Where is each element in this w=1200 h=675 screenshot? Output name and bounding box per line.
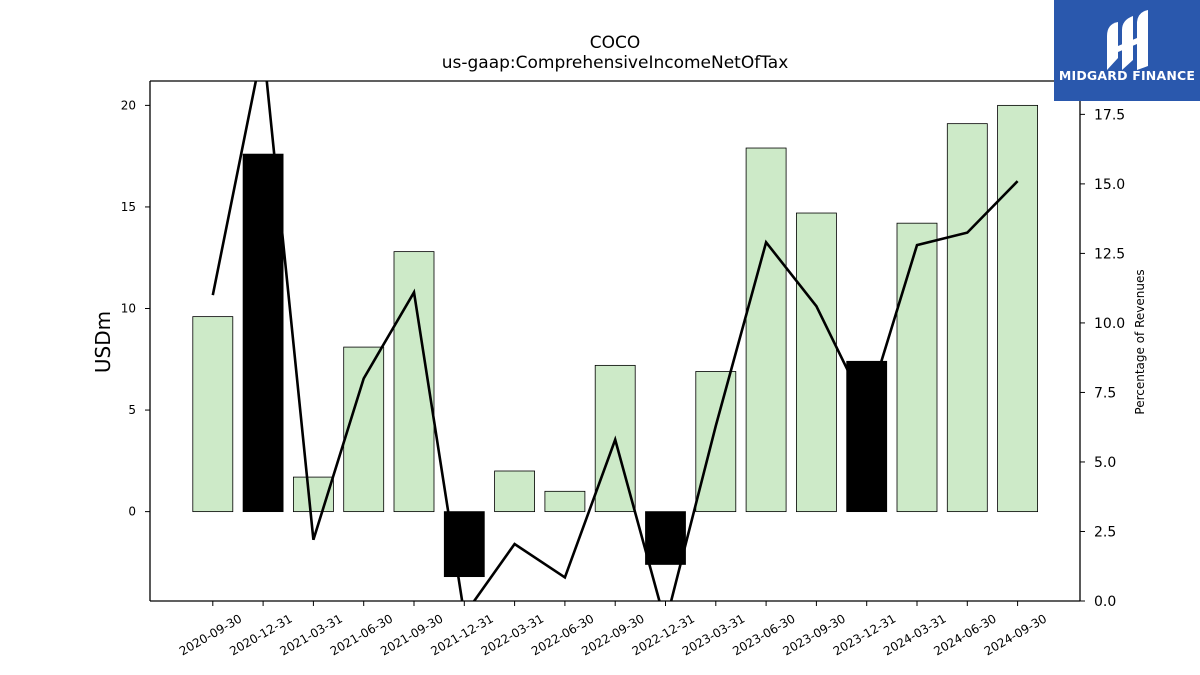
bar-2024-03-31 <box>896 222 938 513</box>
line-layer <box>211 81 1019 601</box>
y2-tick-label: 17.5 <box>1094 107 1125 123</box>
y-axis-label: USDm <box>91 311 115 373</box>
y2-tick-label: 7.5 <box>1094 385 1116 401</box>
y-tick-label: 15 <box>121 200 136 214</box>
bar-2023-06-30 <box>745 147 787 513</box>
chart-title: COCO <box>590 33 641 53</box>
bar-2021-06-30 <box>343 346 385 513</box>
pct-revenue-line <box>211 81 1019 601</box>
y-tick-label: 10 <box>121 302 136 316</box>
y-tick-label: 0 <box>128 505 136 519</box>
bar-2020-09-30 <box>192 316 234 513</box>
y-tick-label: 20 <box>121 98 136 112</box>
bar-2024-09-30 <box>997 104 1038 513</box>
y-tick-label: 5 <box>128 403 136 417</box>
chart-subtitle: us-gaap:ComprehensiveIncomeNetOfTax <box>442 53 789 73</box>
bar-2023-12-31 <box>846 360 888 513</box>
logo-mark-icon <box>1107 10 1148 70</box>
axes-layer: 051015200.02.55.07.510.012.515.017.52020… <box>121 80 1125 658</box>
y2-tick-label: 12.5 <box>1094 246 1125 262</box>
bar-2020-12-31 <box>242 153 284 513</box>
brand-logo: MIDGARD FINANCE <box>1054 0 1200 101</box>
y2-axis-label: Percentage of Revenues <box>1133 269 1147 414</box>
y2-tick-label: 2.5 <box>1094 524 1116 540</box>
y2-tick-label: 0.0 <box>1094 594 1116 610</box>
y2-tick-label: 15.0 <box>1094 177 1125 193</box>
bar-2023-03-31 <box>695 371 737 513</box>
y2-tick-label: 10.0 <box>1094 316 1125 332</box>
logo-text: MIDGARD FINANCE <box>1058 68 1196 83</box>
bar-2022-06-30 <box>544 490 586 513</box>
bar-2022-12-31 <box>645 511 686 565</box>
y2-tick-label: 5.0 <box>1094 455 1116 471</box>
bar-2022-03-31 <box>494 470 536 513</box>
bar-2024-06-30 <box>946 123 988 513</box>
bar-2023-09-30 <box>796 212 837 513</box>
bars-layer <box>192 104 1038 578</box>
